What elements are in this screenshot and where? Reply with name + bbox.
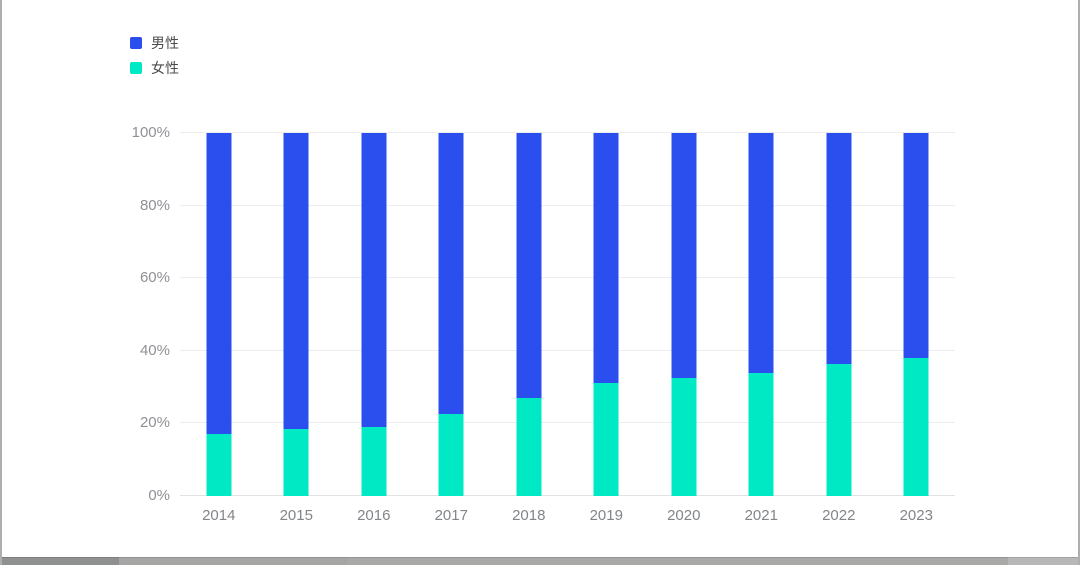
bar-band-2019 [568, 133, 646, 496]
bar-segment-female-2022[interactable] [826, 363, 852, 496]
bar-segment-male-2023[interactable] [903, 133, 929, 359]
bar-band-2018 [490, 133, 568, 496]
chart-legend: 男性 女性 [130, 36, 179, 75]
y-axis: 0% 20% 40% 60% 80% 100% [2, 125, 170, 504]
x-tick-label-2018: 2018 [512, 507, 546, 524]
bar-2017[interactable] [438, 133, 464, 496]
bar-segment-male-2014[interactable] [206, 133, 232, 435]
gridline-80 [180, 204, 955, 206]
bar-segment-male-2015[interactable] [283, 133, 309, 429]
bar-2020[interactable] [671, 133, 697, 496]
y-tick-label-0: 0% [148, 487, 170, 504]
x-tick-label-2019: 2019 [589, 507, 623, 524]
window-edge-segment [2, 557, 119, 565]
plot-area [180, 132, 955, 496]
bar-2021[interactable] [748, 133, 774, 496]
bar-segment-male-2021[interactable] [748, 133, 774, 373]
bar-segment-male-2017[interactable] [438, 133, 464, 415]
x-tick-label-2017: 2017 [434, 507, 468, 524]
bar-band-2015 [258, 133, 336, 496]
gridline-100 [180, 132, 955, 133]
bar-band-2021 [723, 133, 801, 496]
legend-item-female[interactable]: 女性 [130, 61, 179, 75]
legend-label-female: 女性 [151, 60, 179, 76]
bar-segment-female-2023[interactable] [903, 358, 929, 496]
bar-2016[interactable] [361, 133, 387, 496]
bar-segment-male-2020[interactable] [671, 133, 697, 379]
gridline-0 [180, 495, 955, 496]
y-tick-label-60: 60% [139, 269, 170, 287]
background-window-top-edge [2, 557, 1078, 565]
bar-2023[interactable] [903, 133, 929, 496]
gridline-40 [180, 349, 955, 351]
gridline-60 [180, 277, 955, 279]
bar-segment-male-2018[interactable] [516, 133, 542, 398]
y-tick-label-20: 20% [139, 414, 170, 432]
bar-band-2014 [180, 133, 258, 496]
x-tick-label-2015: 2015 [279, 507, 313, 524]
bar-segment-female-2020[interactable] [671, 378, 697, 496]
bar-band-2020 [645, 133, 723, 496]
x-tick-label-2022: 2022 [822, 507, 856, 524]
bar-band-2022 [800, 133, 878, 496]
bar-band-2017 [413, 133, 491, 496]
bar-2015[interactable] [283, 133, 309, 496]
bar-segment-female-2021[interactable] [748, 372, 774, 496]
x-tick-label-2020: 2020 [667, 507, 701, 524]
x-tick-label-2014: 2014 [202, 507, 236, 524]
y-tick-label-100: 100% [131, 124, 170, 141]
x-tick-label-2023: 2023 [899, 507, 933, 524]
x-tick-label-2016: 2016 [357, 507, 391, 524]
bar-segment-male-2022[interactable] [826, 133, 852, 364]
male-color-swatch-icon [130, 37, 142, 49]
x-tick-label-2021: 2021 [744, 507, 778, 524]
window-edge-segment [119, 557, 347, 565]
bar-2019[interactable] [593, 133, 619, 496]
y-tick-label-40: 40% [139, 341, 170, 359]
legend-label-male: 男性 [151, 35, 179, 51]
x-axis: 2014 2015 2016 2017 2018 2019 2020 2021 2022 2023 [180, 507, 955, 524]
y-tick-label-80: 80% [139, 196, 170, 214]
bar-segment-male-2019[interactable] [593, 133, 619, 384]
bar-2018[interactable] [516, 133, 542, 496]
bar-band-2023 [878, 133, 956, 496]
bar-segment-female-2015[interactable] [283, 428, 309, 496]
female-color-swatch-icon [130, 62, 142, 74]
bar-segment-female-2014[interactable] [206, 434, 232, 496]
bar-segment-female-2017[interactable] [438, 414, 464, 496]
bar-2022[interactable] [826, 133, 852, 496]
window-edge-segment [1008, 557, 1078, 565]
bars-layer [180, 133, 955, 496]
bar-segment-female-2016[interactable] [361, 427, 387, 496]
window-edge-segment [347, 557, 1008, 565]
bar-segment-female-2018[interactable] [516, 398, 542, 496]
bar-segment-female-2019[interactable] [593, 383, 619, 496]
bar-band-2016 [335, 133, 413, 496]
bar-segment-male-2016[interactable] [361, 133, 387, 428]
legend-item-male[interactable]: 男性 [130, 36, 179, 50]
bar-2014[interactable] [206, 133, 232, 496]
gridline-20 [180, 422, 955, 424]
